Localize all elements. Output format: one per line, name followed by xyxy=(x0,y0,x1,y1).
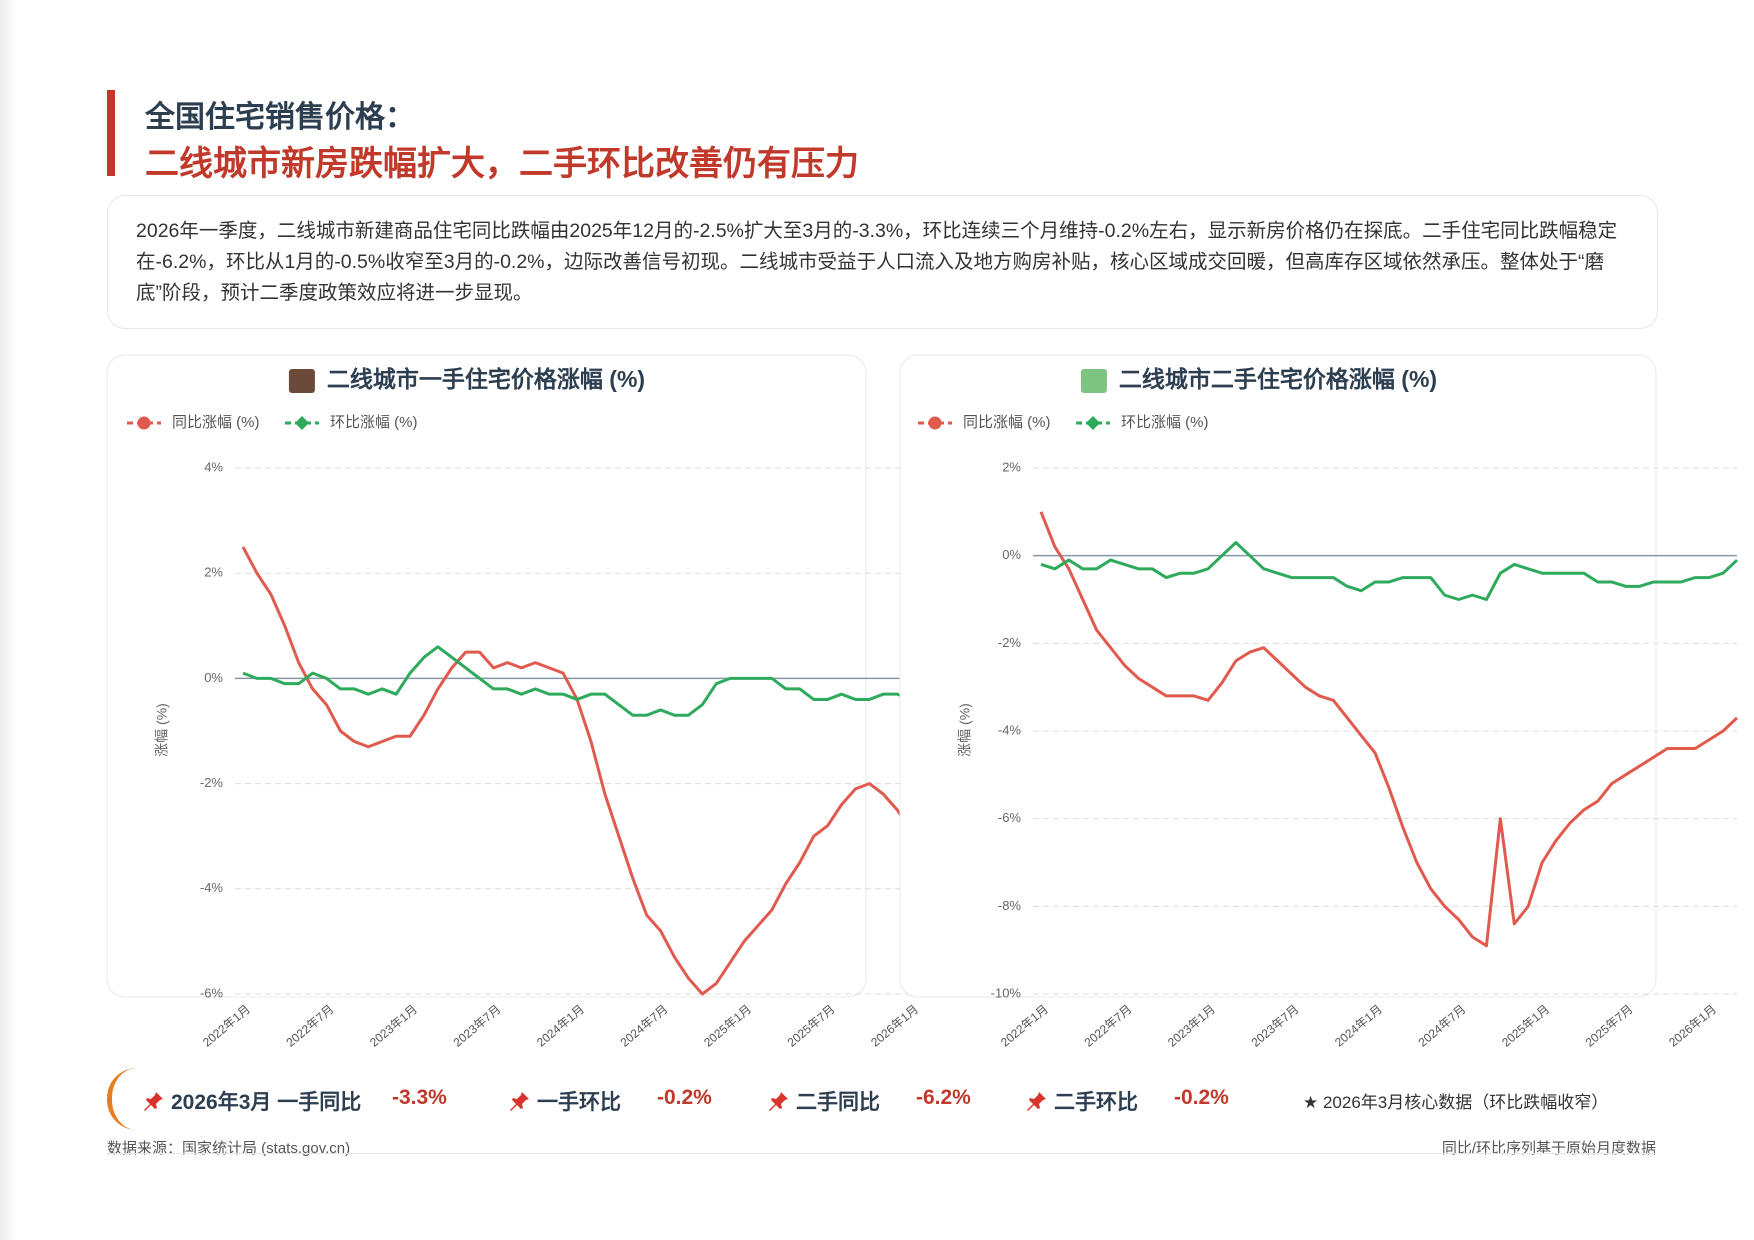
y-tick-label: 0% xyxy=(204,670,223,685)
stat-label: 二手环比 xyxy=(1054,1091,1138,1114)
stat-value: -0.2% xyxy=(657,1086,712,1109)
x-tick-label: 2022年7月 xyxy=(1082,1002,1135,1050)
stat-label: 二手同比 xyxy=(796,1091,880,1114)
stat: 2026年3月 一手同比 -3.3% xyxy=(143,1086,447,1116)
stats-note: ★ 2026年3月核心数据（环比跌幅收窄） xyxy=(1303,1093,1609,1112)
y-tick-label: 0% xyxy=(1002,547,1021,562)
x-tick-label: 2025年1月 xyxy=(1499,1002,1552,1050)
y-axis-title: 涨幅 (%) xyxy=(957,703,973,757)
x-tick-label: 2025年7月 xyxy=(785,1002,838,1050)
pin-icon xyxy=(144,1092,163,1111)
pin-icon xyxy=(1027,1092,1046,1111)
x-tick-label: 2024年7月 xyxy=(618,1002,671,1050)
legend-label: 同比涨幅 (%) xyxy=(172,414,260,431)
y-tick-label: -10% xyxy=(991,985,1022,1000)
chart-title: 二线城市一手住宅价格涨幅 (%) xyxy=(327,366,645,392)
stat: 二手同比 -6.2% xyxy=(768,1086,971,1116)
x-tick-label: 2022年1月 xyxy=(998,1002,1051,1050)
chart-panel xyxy=(106,354,867,998)
page-title: 全国住宅销售价格： xyxy=(145,101,415,134)
x-tick-label: 2023年7月 xyxy=(1249,1002,1302,1050)
footer-note: 同比/环比序列基于原始月度数据 xyxy=(1441,1140,1656,1157)
x-tick-label: 2026年1月 xyxy=(868,1002,921,1050)
stat-label: 2026年3月 一手同比 xyxy=(171,1091,362,1114)
y-tick-label: 2% xyxy=(204,565,223,580)
x-tick-label: 2023年1月 xyxy=(1165,1002,1218,1050)
y-axis-title: 涨幅 (%) xyxy=(154,703,170,757)
legend-label: 环比涨幅 (%) xyxy=(330,414,418,431)
edge-shade xyxy=(0,0,16,1240)
x-tick-label: 2025年1月 xyxy=(701,1002,754,1050)
x-tick-label: 2025年7月 xyxy=(1583,1002,1636,1050)
stat-label: 一手环比 xyxy=(537,1091,621,1114)
stat: 二手环比 -0.2% xyxy=(1026,1086,1229,1116)
x-tick-label: 2023年1月 xyxy=(367,1002,420,1050)
y-tick-label: -6% xyxy=(998,810,1022,825)
title-icon xyxy=(1080,369,1107,393)
x-tick-label: 2024年1月 xyxy=(1332,1002,1385,1050)
y-tick-label: -2% xyxy=(998,635,1022,650)
x-tick-label: 2022年1月 xyxy=(200,1002,253,1050)
series-line xyxy=(241,546,940,996)
y-tick-label: 4% xyxy=(204,459,223,474)
summary: 2026年一季度，二线城市新建商品住宅同比跌幅由2025年12月的-2.5%扩大… xyxy=(107,195,1658,329)
legend-label: 同比涨幅 (%) xyxy=(963,414,1051,431)
page-subtitle: 二线城市新房跌幅扩大，二手环比改善仍有压力 xyxy=(145,145,859,183)
legend-marker xyxy=(295,416,309,430)
pin-icon xyxy=(510,1092,529,1111)
chart-title: 二线城市二手住宅价格涨幅 (%) xyxy=(1119,366,1437,392)
series-line xyxy=(1039,511,1739,948)
series-line xyxy=(242,645,939,717)
x-tick-label: 2024年7月 xyxy=(1416,1002,1469,1050)
source: 数据来源：国家统计局 (stats.gov.cn) xyxy=(107,1140,351,1157)
y-tick-label: -6% xyxy=(200,985,224,1000)
y-tick-label: 2% xyxy=(1002,459,1021,474)
x-tick-label: 2026年1月 xyxy=(1666,1002,1719,1050)
stat-value: -3.3% xyxy=(392,1086,447,1109)
stat: 一手环比 -0.2% xyxy=(509,1086,712,1116)
pin-icon xyxy=(769,1092,788,1111)
accent-bar xyxy=(107,90,115,176)
footer-rule xyxy=(107,1153,1656,1154)
legend-marker xyxy=(1086,416,1100,430)
stat-value: -0.2% xyxy=(1174,1086,1229,1109)
title-icon xyxy=(288,369,315,393)
series-line xyxy=(1040,541,1739,601)
stat-value: -6.2% xyxy=(916,1086,971,1109)
y-tick-label: -4% xyxy=(998,722,1022,737)
stats-bar: 2026年3月 一手同比 -3.3% 一手环比 -0.2% 二手同比 -6.2% 二手… xyxy=(107,1068,1656,1132)
legend-marker xyxy=(928,416,942,430)
legend-label: 环比涨幅 (%) xyxy=(1121,414,1209,431)
y-tick-label: -2% xyxy=(200,775,224,790)
y-tick-label: -8% xyxy=(998,898,1022,913)
x-tick-label: 2022年7月 xyxy=(284,1002,337,1050)
chart-panel xyxy=(899,354,1657,998)
x-tick-label: 2024年1月 xyxy=(534,1002,587,1050)
y-tick-label: -4% xyxy=(200,880,224,895)
stats-accent xyxy=(107,1068,138,1130)
legend-marker xyxy=(137,416,151,430)
x-tick-label: 2023年7月 xyxy=(451,1002,504,1050)
